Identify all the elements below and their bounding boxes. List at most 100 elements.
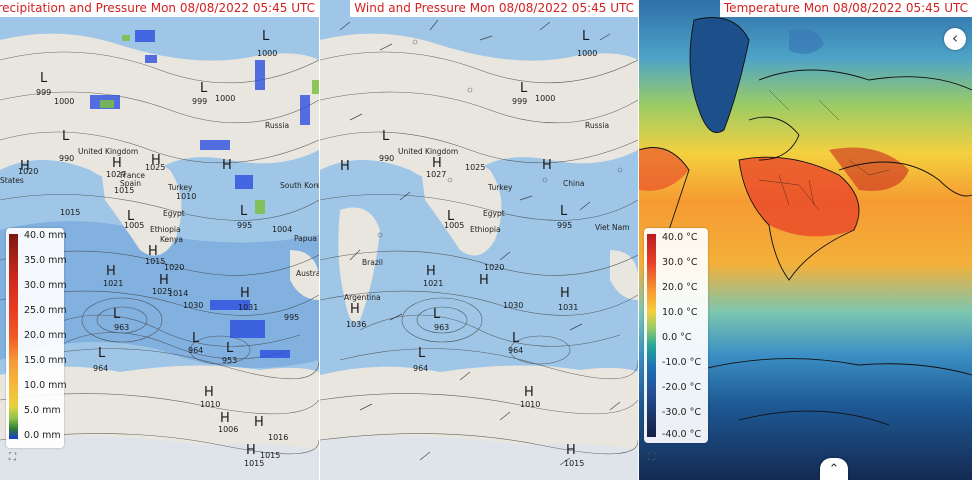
fullscreen-icon[interactable]: ⛶ [9,452,16,463]
svg-text:Argentina: Argentina [344,293,381,302]
fullscreen-icon[interactable]: ⛶ [648,452,655,463]
legend-label-0mm: 0.0 mm [24,430,61,441]
legend-label-15mm: 15.0 mm [24,355,67,366]
svg-text:L: L [200,81,208,96]
svg-text:1020: 1020 [484,263,504,272]
svg-text:1015: 1015 [114,186,134,195]
wind-title: Wind and Pressure Mon 08/08/2022 05:45 U… [350,0,638,17]
svg-text:Turkey: Turkey [487,183,513,192]
svg-text:Ethiopia: Ethiopia [150,225,181,234]
svg-text:United Kingdom: United Kingdom [398,147,458,156]
svg-text:1025: 1025 [145,163,165,172]
temperature-panel[interactable]: Temperature Mon 08/08/2022 05:45 UTC 40.… [639,0,972,480]
svg-text:H: H [220,411,230,426]
svg-text:H: H [106,264,116,279]
legend-label-35mm: 35.0 mm [24,255,67,266]
svg-text:990: 990 [379,154,394,163]
svg-text:Papua N: Papua N [294,234,319,243]
precipitation-scale-bar [9,234,18,439]
chevron-left-icon: ‹ [952,29,958,47]
svg-text:L: L [127,209,135,224]
svg-text:1000: 1000 [215,94,235,103]
svg-text:Russia: Russia [585,121,609,130]
legend-label-10c: 10.0 °C [662,307,698,318]
svg-text:States: States [0,176,24,185]
svg-text:1000: 1000 [54,97,74,106]
svg-text:995: 995 [237,221,252,230]
svg-text:H: H [350,302,360,317]
svg-text:H: H [222,158,232,173]
svg-text:L: L [262,29,270,44]
svg-text:H: H [151,153,161,168]
svg-text:H: H [432,156,442,171]
svg-text:H: H [479,273,489,288]
svg-text:1015: 1015 [60,208,80,217]
expand-drawer-button[interactable]: ⌃ [820,458,848,480]
svg-text:Spain: Spain [120,179,141,188]
temperature-title: Temperature Mon 08/08/2022 05:45 UTC [719,0,972,17]
chevron-up-icon: ⌃ [828,462,840,477]
svg-text:953: 953 [222,356,237,365]
svg-text:964: 964 [188,346,203,355]
wind-panel[interactable]: L L L H H H L L H H H H L L L H H 999 1000 1000 990 10… [320,0,638,480]
svg-text:990: 990 [59,154,74,163]
svg-text:H: H [148,244,158,259]
svg-text:L: L [520,81,528,96]
svg-text:China: China [563,179,584,188]
svg-text:Ethiopia: Ethiopia [470,225,501,234]
svg-text:963: 963 [114,323,129,332]
svg-text:1031: 1031 [558,303,578,312]
svg-text:1025: 1025 [152,287,172,296]
svg-text:H: H [112,156,122,171]
legend-label-20c: 20.0 °C [662,282,698,293]
svg-text:H: H [254,415,264,430]
svg-text:L: L [447,209,455,224]
svg-text:L: L [240,204,248,219]
svg-text:H: H [159,273,169,288]
svg-text:1020: 1020 [164,263,184,272]
svg-text:L: L [382,129,390,144]
svg-text:1015: 1015 [145,257,165,266]
svg-text:L: L [192,331,200,346]
panel-divider [638,0,639,480]
svg-text:H: H [560,286,570,301]
svg-text:1020: 1020 [18,167,38,176]
svg-text:L: L [560,204,568,219]
svg-text:1015: 1015 [564,459,584,468]
svg-text:1005: 1005 [444,221,464,230]
svg-text:1010: 1010 [520,400,540,409]
svg-text:1031: 1031 [238,303,258,312]
legend-label-minus40c: -40.0 °C [662,429,701,440]
svg-text:1015: 1015 [260,451,280,460]
svg-text:H: H [426,264,436,279]
svg-text:1000: 1000 [577,49,597,58]
svg-text:1006: 1006 [218,425,238,434]
svg-text:1010: 1010 [176,192,196,201]
svg-text:1025: 1025 [465,163,485,172]
legend-label-20mm: 20.0 mm [24,330,67,341]
legend-label-minus30c: -30.0 °C [662,407,701,418]
svg-text:France: France [120,171,145,180]
svg-text:H: H [246,443,256,458]
svg-text:1027: 1027 [106,170,126,179]
svg-text:1014: 1014 [168,289,188,298]
svg-text:Brazil: Brazil [362,258,383,267]
legend-label-30mm: 30.0 mm [24,280,67,291]
temperature-scale-bar [647,234,656,437]
precipitation-title: Precipitation and Pressure Mon 08/08/202… [0,0,319,17]
svg-text:Austral: Austral [296,269,319,278]
svg-text:Egypt: Egypt [483,209,505,218]
svg-text:L: L [418,346,426,361]
svg-text:995: 995 [557,221,572,230]
wind-map[interactable]: L L L H H H L L H H H H L L L H H 999 1000 1000 990 10… [320,0,638,480]
legend-label-25mm: 25.0 mm [24,305,67,316]
svg-text:1010: 1010 [200,400,220,409]
collapse-panel-button[interactable]: ‹ [944,28,966,50]
svg-text:Kenya: Kenya [160,235,183,244]
svg-text:995: 995 [284,313,299,322]
svg-text:1000: 1000 [257,49,277,58]
svg-text:H: H [240,286,250,301]
svg-text:964: 964 [508,346,523,355]
